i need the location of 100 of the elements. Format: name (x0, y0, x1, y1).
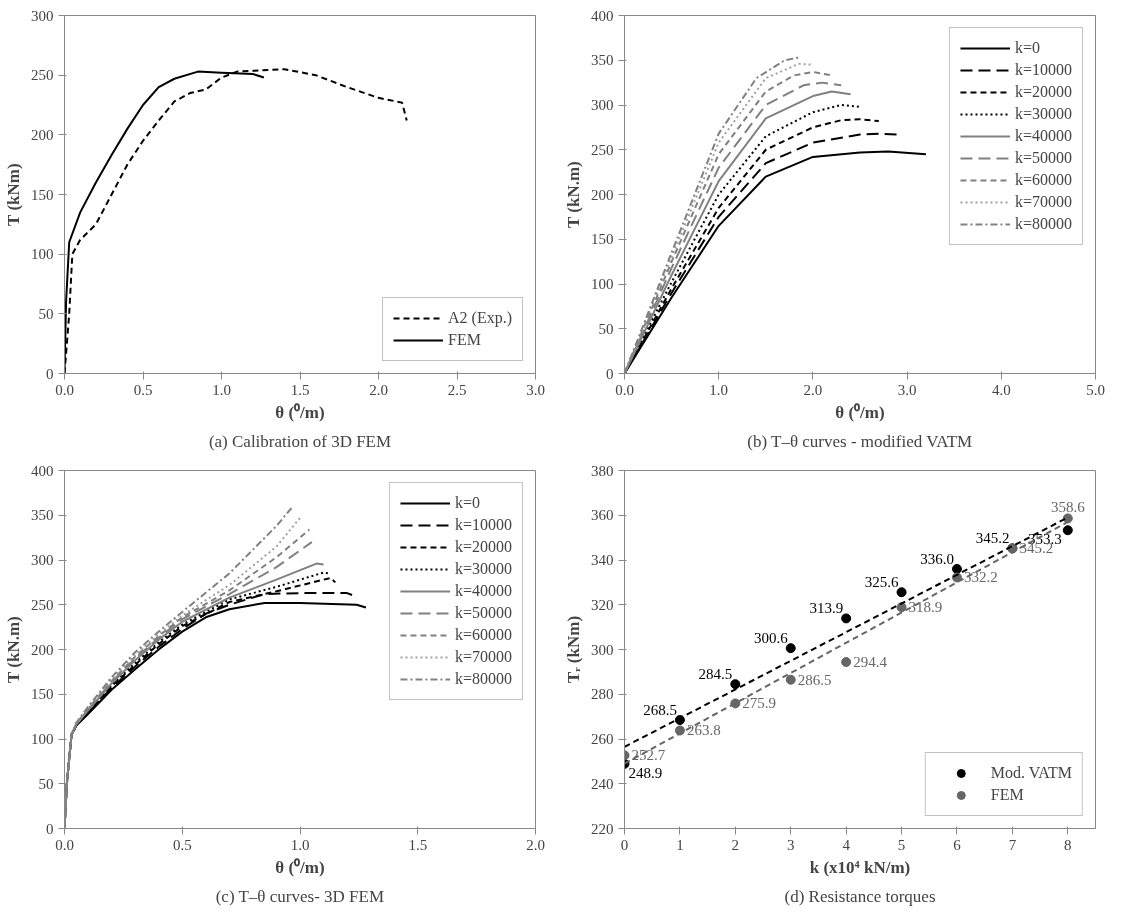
x-axis-title: θ (⁰/m) (275, 857, 325, 877)
y-tick-label: 300 (591, 641, 614, 658)
y-tick-label: 340 (591, 552, 614, 568)
y-tick-label: 300 (31, 552, 54, 568)
data-label: 325.6 (864, 574, 900, 591)
data-label: 263.8 (686, 722, 721, 739)
x-tick-label: 0.5 (172, 836, 192, 853)
legend-label: k=0 (1014, 39, 1040, 57)
legend-label: FEM (990, 786, 1024, 804)
x-tick-label: 2 (731, 836, 740, 853)
legend-label: k=20000 (454, 538, 512, 556)
y-tick-label: 400 (31, 462, 54, 479)
x-tick-label: 5 (897, 836, 906, 853)
data-label: 318.9 (908, 599, 943, 616)
y-tick-label: 260 (591, 731, 614, 747)
x-axis-title: θ (⁰/m) (835, 402, 885, 422)
y-tick-label: 50 (38, 775, 54, 792)
legend-label: k=70000 (1014, 193, 1072, 211)
x-tick-label: 6 (953, 836, 962, 853)
x-tick-label: 4 (842, 836, 851, 853)
y-tick-label: 150 (31, 686, 54, 703)
x-tick-label: 1.5 (408, 836, 428, 853)
text: (b) T–θ curves - modified VATM (747, 431, 973, 451)
y-axis-title: T (kNm) (4, 163, 23, 226)
y-tick-label: 0 (46, 365, 54, 382)
data-label: 284.5 (698, 666, 733, 683)
legend-label: k=0 (454, 494, 480, 512)
y-tick-label: 200 (591, 186, 614, 203)
y-tick-label: 50 (598, 320, 614, 337)
y-tick-label: 360 (591, 507, 614, 524)
y-tick-label: 240 (591, 775, 614, 792)
x-tick-label: 3.0 (897, 381, 917, 398)
x-tick-label: 2.0 (526, 836, 545, 853)
data-label: 248.9 (628, 764, 663, 781)
x-tick-label: 5.0 (1086, 381, 1105, 398)
data-label: 358.6 (1050, 499, 1086, 516)
x-tick-label: 2.5 (447, 381, 467, 398)
data-label: 345.2 (975, 530, 1010, 547)
x-tick-label: 2.0 (369, 381, 388, 398)
y-tick-label: 0 (606, 365, 614, 382)
data-label: 332.2 (963, 569, 998, 586)
y-tick-label: 220 (591, 820, 614, 837)
y-tick-label: 280 (591, 686, 614, 703)
x-tick-label: 0 (620, 836, 629, 853)
legend-label: k=10000 (1014, 61, 1072, 79)
legend-label: A2 (Exp.) (448, 309, 512, 327)
legend-label: FEM (448, 331, 481, 349)
y-tick-label: 300 (31, 7, 54, 24)
legend-label: k=60000 (1014, 171, 1072, 189)
data-label: 313.9 (809, 600, 844, 617)
y-tick-label: 200 (31, 641, 54, 658)
data-label: 336.0 (920, 550, 954, 567)
legend-label: k=40000 (1014, 127, 1072, 145)
x-tick-label: 0.0 (55, 381, 74, 398)
legend-label: k=80000 (454, 670, 512, 688)
x-tick-label: 1.0 (290, 836, 310, 853)
legend-label: k=80000 (1014, 215, 1072, 233)
data-label: 286.5 (797, 671, 832, 688)
y-tick-label: 320 (591, 596, 614, 613)
x-tick-label: 1.0 (212, 381, 231, 398)
y-tick-label: 150 (31, 186, 54, 203)
legend-label: k=40000 (454, 582, 512, 600)
data-label: 275.9 (742, 695, 777, 712)
legend-label: k=50000 (1014, 149, 1072, 167)
y-axis-title: T (kN.m) (564, 161, 583, 229)
text: (c) T–θ curves- 3D FEM (215, 886, 385, 906)
y-tick-label: 100 (31, 731, 54, 747)
y-axis-title: T (kN.m) (4, 616, 23, 684)
y-tick-label: 250 (591, 141, 614, 158)
y-tick-label: 100 (591, 276, 614, 292)
y-axis-title: Tᵣ (kNm) (564, 615, 583, 684)
x-tick-label: 3 (786, 836, 795, 853)
x-tick-label: 4.0 (991, 381, 1011, 398)
y-tick-label: 350 (591, 52, 614, 69)
y-tick-label: 400 (591, 7, 614, 24)
x-tick-label: 0.5 (133, 381, 153, 398)
x-tick-label: 1.0 (709, 381, 729, 398)
y-tick-label: 0 (46, 820, 54, 837)
text: (a) Calibration of 3D FEM (208, 431, 392, 451)
data-label: 294.4 (853, 654, 888, 671)
text: (d) Resistance torques (784, 886, 936, 906)
legend-label: k=50000 (454, 604, 512, 622)
legend-label: k=10000 (454, 516, 512, 534)
data-label: 268.5 (643, 701, 677, 718)
data-label: 252.7 (631, 747, 666, 764)
y-tick-label: 100 (31, 246, 54, 263)
x-tick-label: 0.0 (55, 836, 74, 853)
x-tick-label: 0.0 (615, 381, 634, 398)
y-tick-label: 350 (31, 507, 54, 524)
legend-label: k=70000 (454, 648, 512, 666)
x-axis-title: k (x10⁴ kN/m) (809, 857, 911, 877)
y-tick-label: 150 (591, 231, 614, 248)
y-tick-label: 300 (591, 97, 614, 113)
y-tick-label: 250 (31, 596, 54, 613)
legend-label: k=30000 (1014, 105, 1072, 123)
y-tick-label: 380 (591, 462, 614, 479)
data-label: 300.6 (753, 630, 789, 647)
x-tick-label: 3.0 (526, 381, 545, 398)
y-tick-label: 200 (31, 126, 54, 143)
legend-label: k=30000 (454, 560, 512, 578)
